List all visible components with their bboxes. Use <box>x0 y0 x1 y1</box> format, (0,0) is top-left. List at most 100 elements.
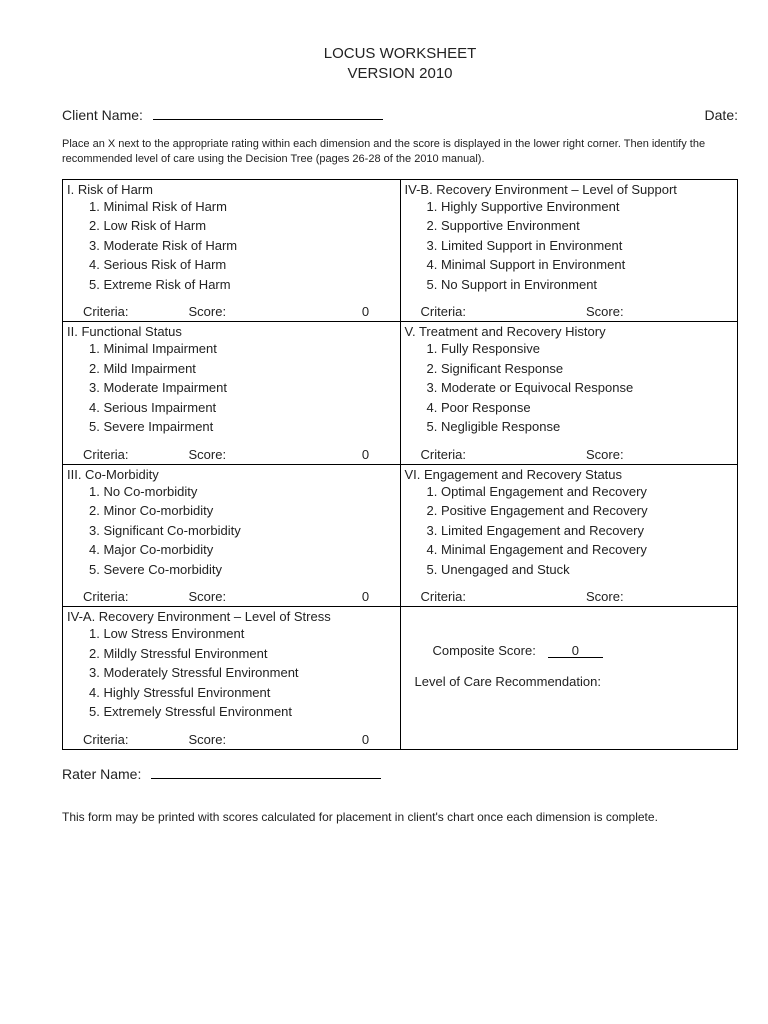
rating-option[interactable]: 4. Minimal Engagement and Recovery <box>427 540 732 560</box>
section-title: IV-A. Recovery Environment – Level of St… <box>65 609 394 624</box>
title-block: LOCUS WORKSHEET VERSION 2010 <box>62 44 738 83</box>
criteria-row: Criteria: Score: 0 <box>65 732 394 747</box>
rating-option[interactable]: 2. Minor Co-morbidity <box>89 501 394 521</box>
rater-name-field[interactable] <box>151 764 381 779</box>
composite-row: Composite Score: 0 <box>433 643 732 658</box>
rating-option[interactable]: 3. Limited Support in Environment <box>427 236 732 256</box>
section-title: III. Co-Morbidity <box>65 467 394 482</box>
section-items: 1. Minimal Impairment 2. Mild Impairment… <box>65 339 394 437</box>
date-label: Date: <box>705 107 738 123</box>
section-title: VI. Engagement and Recovery Status <box>403 467 732 482</box>
rating-option[interactable]: 1. Minimal Risk of Harm <box>89 197 394 217</box>
rating-option[interactable]: 2. Positive Engagement and Recovery <box>427 501 732 521</box>
score-label: Score: <box>189 447 346 462</box>
cell-recovery-env-support: IV-B. Recovery Environment – Level of Su… <box>400 179 738 322</box>
score-label: Score: <box>586 447 683 462</box>
section-title: I. Risk of Harm <box>65 182 394 197</box>
criteria-row: Criteria: Score: <box>403 304 732 319</box>
rating-option[interactable]: 1. Highly Supportive Environment <box>427 197 732 217</box>
rating-option[interactable]: 4. Highly Stressful Environment <box>89 683 394 703</box>
rating-option[interactable]: 2. Low Risk of Harm <box>89 216 394 236</box>
rating-option[interactable]: 5. Extreme Risk of Harm <box>89 275 394 295</box>
client-name-label: Client Name: <box>62 107 143 123</box>
rating-option[interactable]: 5. Severe Impairment <box>89 417 394 437</box>
score-value: 0 <box>346 732 386 747</box>
cell-risk-of-harm: I. Risk of Harm 1. Minimal Risk of Harm … <box>63 179 401 322</box>
rating-option[interactable]: 1. Low Stress Environment <box>89 624 394 644</box>
criteria-label: Criteria: <box>421 304 467 319</box>
client-name-wrap: Client Name: <box>62 105 383 123</box>
rating-option[interactable]: 3. Moderate or Equivocal Response <box>427 378 732 398</box>
rater-label: Rater Name: <box>62 766 141 782</box>
rating-option[interactable]: 5. Negligible Response <box>427 417 732 437</box>
rating-option[interactable]: 2. Mild Impairment <box>89 359 394 379</box>
score-label: Score: <box>189 304 346 319</box>
rating-option[interactable]: 5. Severe Co-morbidity <box>89 560 394 580</box>
worksheet-page: LOCUS WORKSHEET VERSION 2010 Client Name… <box>0 0 768 1024</box>
score-value: 0 <box>346 447 386 462</box>
section-items: 1. Low Stress Environment 2. Mildly Stre… <box>65 624 394 722</box>
rating-option[interactable]: 5. No Support in Environment <box>427 275 732 295</box>
rating-option[interactable]: 4. Serious Impairment <box>89 398 394 418</box>
section-items: 1. Highly Supportive Environment 2. Supp… <box>403 197 732 295</box>
rating-option[interactable]: 4. Major Co-morbidity <box>89 540 394 560</box>
rating-option[interactable]: 3. Limited Engagement and Recovery <box>427 521 732 541</box>
rating-option[interactable]: 4. Minimal Support in Environment <box>427 255 732 275</box>
criteria-label: Criteria: <box>83 732 129 747</box>
score-value <box>683 589 723 604</box>
cell-functional-status: II. Functional Status 1. Minimal Impairm… <box>63 322 401 465</box>
title-line-1: LOCUS WORKSHEET <box>62 44 738 64</box>
rating-option[interactable]: 2. Mildly Stressful Environment <box>89 644 394 664</box>
rating-option[interactable]: 1. Optimal Engagement and Recovery <box>427 482 732 502</box>
section-title: V. Treatment and Recovery History <box>403 324 732 339</box>
dimensions-table: I. Risk of Harm 1. Minimal Risk of Harm … <box>62 179 738 750</box>
cell-recovery-env-stress: IV-A. Recovery Environment – Level of St… <box>63 607 401 750</box>
rating-option[interactable]: 3. Moderate Risk of Harm <box>89 236 394 256</box>
cell-engagement-status: VI. Engagement and Recovery Status 1. Op… <box>400 464 738 607</box>
score-value <box>683 447 723 462</box>
title-line-2: VERSION 2010 <box>62 64 738 84</box>
criteria-label: Criteria: <box>83 447 129 462</box>
criteria-row: Criteria: Score: 0 <box>65 447 394 462</box>
score-label: Score: <box>189 732 346 747</box>
score-label: Score: <box>586 304 683 319</box>
rating-option[interactable]: 2. Significant Response <box>427 359 732 379</box>
client-name-field[interactable] <box>153 105 383 120</box>
criteria-row: Criteria: Score: 0 <box>65 304 394 319</box>
rating-option[interactable]: 1. Minimal Impairment <box>89 339 394 359</box>
criteria-label: Criteria: <box>83 589 129 604</box>
rating-option[interactable]: 5. Extremely Stressful Environment <box>89 702 394 722</box>
rating-option[interactable]: 3. Moderately Stressful Environment <box>89 663 394 683</box>
score-value: 0 <box>346 304 386 319</box>
composite-value: 0 <box>548 643 603 658</box>
score-value <box>683 304 723 319</box>
rating-option[interactable]: 4. Serious Risk of Harm <box>89 255 394 275</box>
composite-label: Composite Score: <box>433 643 536 658</box>
cell-summary: Composite Score: 0 Level of Care Recomme… <box>400 607 738 750</box>
rating-option[interactable]: 4. Poor Response <box>427 398 732 418</box>
rater-row: Rater Name: <box>62 764 738 782</box>
score-label: Score: <box>189 589 346 604</box>
section-items: 1. No Co-morbidity 2. Minor Co-morbidity… <box>65 482 394 580</box>
criteria-label: Criteria: <box>421 447 467 462</box>
rating-option[interactable]: 1. No Co-morbidity <box>89 482 394 502</box>
criteria-row: Criteria: Score: <box>403 589 732 604</box>
criteria-label: Criteria: <box>421 589 467 604</box>
client-date-row: Client Name: Date: <box>62 105 738 123</box>
rating-option[interactable]: 1. Fully Responsive <box>427 339 732 359</box>
rating-option[interactable]: 2. Supportive Environment <box>427 216 732 236</box>
rating-option[interactable]: 5. Unengaged and Stuck <box>427 560 732 580</box>
criteria-row: Criteria: Score: <box>403 447 732 462</box>
rating-option[interactable]: 3. Significant Co-morbidity <box>89 521 394 541</box>
section-items: 1. Minimal Risk of Harm 2. Low Risk of H… <box>65 197 394 295</box>
criteria-label: Criteria: <box>83 304 129 319</box>
rating-option[interactable]: 3. Moderate Impairment <box>89 378 394 398</box>
score-value: 0 <box>346 589 386 604</box>
section-title: II. Functional Status <box>65 324 394 339</box>
section-title: IV-B. Recovery Environment – Level of Su… <box>403 182 732 197</box>
section-items: 1. Fully Responsive 2. Significant Respo… <box>403 339 732 437</box>
section-items: 1. Optimal Engagement and Recovery 2. Po… <box>403 482 732 580</box>
criteria-row: Criteria: Score: 0 <box>65 589 394 604</box>
loc-label: Level of Care Recommendation: <box>415 674 601 689</box>
footnote-text: This form may be printed with scores cal… <box>62 810 738 824</box>
